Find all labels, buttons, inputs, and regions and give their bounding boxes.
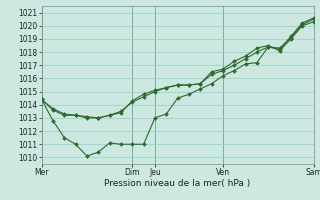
X-axis label: Pression niveau de la mer( hPa ): Pression niveau de la mer( hPa ) [104, 179, 251, 188]
